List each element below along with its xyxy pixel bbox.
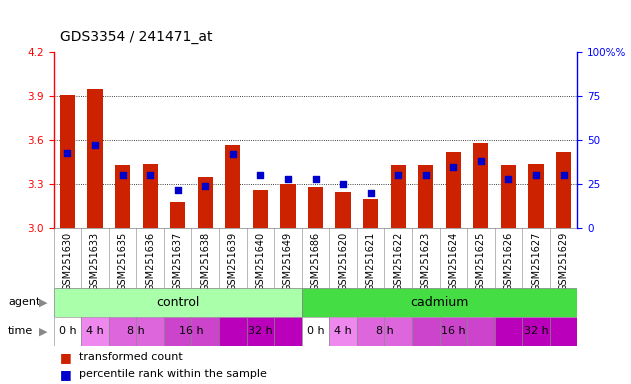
Text: GSM251633: GSM251633 — [90, 232, 100, 291]
Point — [90, 142, 100, 149]
Bar — [136, 317, 164, 346]
Text: GSM251635: GSM251635 — [117, 232, 127, 291]
Text: GSM251637: GSM251637 — [173, 232, 183, 291]
Bar — [467, 317, 495, 346]
Point — [448, 164, 458, 170]
Text: 8 h: 8 h — [127, 326, 145, 336]
Point — [200, 183, 210, 189]
Bar — [191, 317, 219, 346]
Bar — [363, 199, 378, 228]
Point — [476, 158, 486, 164]
Point — [283, 176, 293, 182]
Point — [145, 172, 155, 179]
Bar — [280, 184, 295, 228]
Text: GSM251629: GSM251629 — [558, 232, 569, 291]
Text: 4 h: 4 h — [86, 326, 104, 336]
Text: ▶: ▶ — [39, 326, 47, 336]
Point — [228, 151, 238, 157]
Text: control: control — [156, 296, 199, 309]
Bar — [412, 317, 440, 346]
Bar — [54, 288, 302, 317]
Bar — [357, 317, 384, 346]
Bar — [198, 177, 213, 228]
Text: GSM251620: GSM251620 — [338, 232, 348, 291]
Text: GSM251625: GSM251625 — [476, 232, 486, 291]
Bar — [550, 317, 577, 346]
Bar — [219, 317, 247, 346]
Text: GSM251636: GSM251636 — [145, 232, 155, 291]
Text: agent: agent — [8, 297, 40, 308]
Point — [531, 172, 541, 179]
Text: 32 h: 32 h — [524, 326, 548, 336]
Text: ▶: ▶ — [39, 297, 47, 308]
Bar — [440, 317, 467, 346]
Bar — [247, 317, 274, 346]
Bar — [253, 190, 268, 228]
Bar — [528, 164, 543, 228]
Point — [393, 172, 403, 179]
Bar — [302, 317, 329, 346]
Point — [173, 187, 183, 193]
Point — [256, 172, 266, 179]
Point — [365, 190, 375, 196]
Point — [421, 172, 431, 179]
Point — [117, 172, 127, 179]
Bar — [225, 145, 240, 228]
Bar — [164, 317, 191, 346]
Text: ■: ■ — [60, 368, 72, 381]
Bar — [60, 94, 75, 228]
Text: GSM251649: GSM251649 — [283, 232, 293, 291]
Bar — [170, 202, 186, 228]
Bar — [302, 288, 577, 317]
Bar — [115, 165, 130, 228]
Text: GSM251622: GSM251622 — [393, 232, 403, 291]
Text: transformed count: transformed count — [79, 352, 182, 362]
Text: GSM251630: GSM251630 — [62, 232, 73, 291]
Bar — [522, 317, 550, 346]
Text: percentile rank within the sample: percentile rank within the sample — [79, 369, 267, 379]
Text: 8 h: 8 h — [375, 326, 393, 336]
Text: 4 h: 4 h — [334, 326, 352, 336]
Bar — [391, 165, 406, 228]
Point — [62, 149, 73, 156]
Text: GSM251638: GSM251638 — [200, 232, 210, 291]
Text: GSM251627: GSM251627 — [531, 232, 541, 291]
Bar — [109, 317, 136, 346]
Bar — [143, 164, 158, 228]
Text: GSM251621: GSM251621 — [365, 232, 375, 291]
Text: time: time — [8, 326, 33, 336]
Bar — [88, 89, 103, 228]
Bar — [473, 143, 488, 228]
Text: 0 h: 0 h — [307, 326, 324, 336]
Point — [310, 176, 321, 182]
Bar — [329, 317, 357, 346]
Text: GSM251623: GSM251623 — [421, 232, 431, 291]
Bar — [54, 317, 81, 346]
Bar — [495, 317, 522, 346]
Text: 16 h: 16 h — [441, 326, 466, 336]
Text: cadmium: cadmium — [410, 296, 469, 309]
Text: GSM251626: GSM251626 — [504, 232, 514, 291]
Text: GSM251639: GSM251639 — [228, 232, 238, 291]
Bar — [445, 152, 461, 228]
Bar — [274, 317, 302, 346]
Text: GSM251686: GSM251686 — [310, 232, 321, 291]
Bar — [308, 187, 323, 228]
Bar — [81, 317, 109, 346]
Text: GSM251640: GSM251640 — [256, 232, 266, 291]
Bar — [501, 165, 516, 228]
Point — [558, 172, 569, 179]
Text: 16 h: 16 h — [179, 326, 204, 336]
Text: ■: ■ — [60, 351, 72, 364]
Point — [504, 176, 514, 182]
Text: GDS3354 / 241471_at: GDS3354 / 241471_at — [60, 30, 213, 44]
Text: 0 h: 0 h — [59, 326, 76, 336]
Point — [338, 181, 348, 187]
Text: 32 h: 32 h — [248, 326, 273, 336]
Bar — [418, 165, 433, 228]
Bar — [336, 192, 351, 228]
Bar — [384, 317, 412, 346]
Text: GSM251624: GSM251624 — [448, 232, 458, 291]
Bar — [556, 152, 571, 228]
